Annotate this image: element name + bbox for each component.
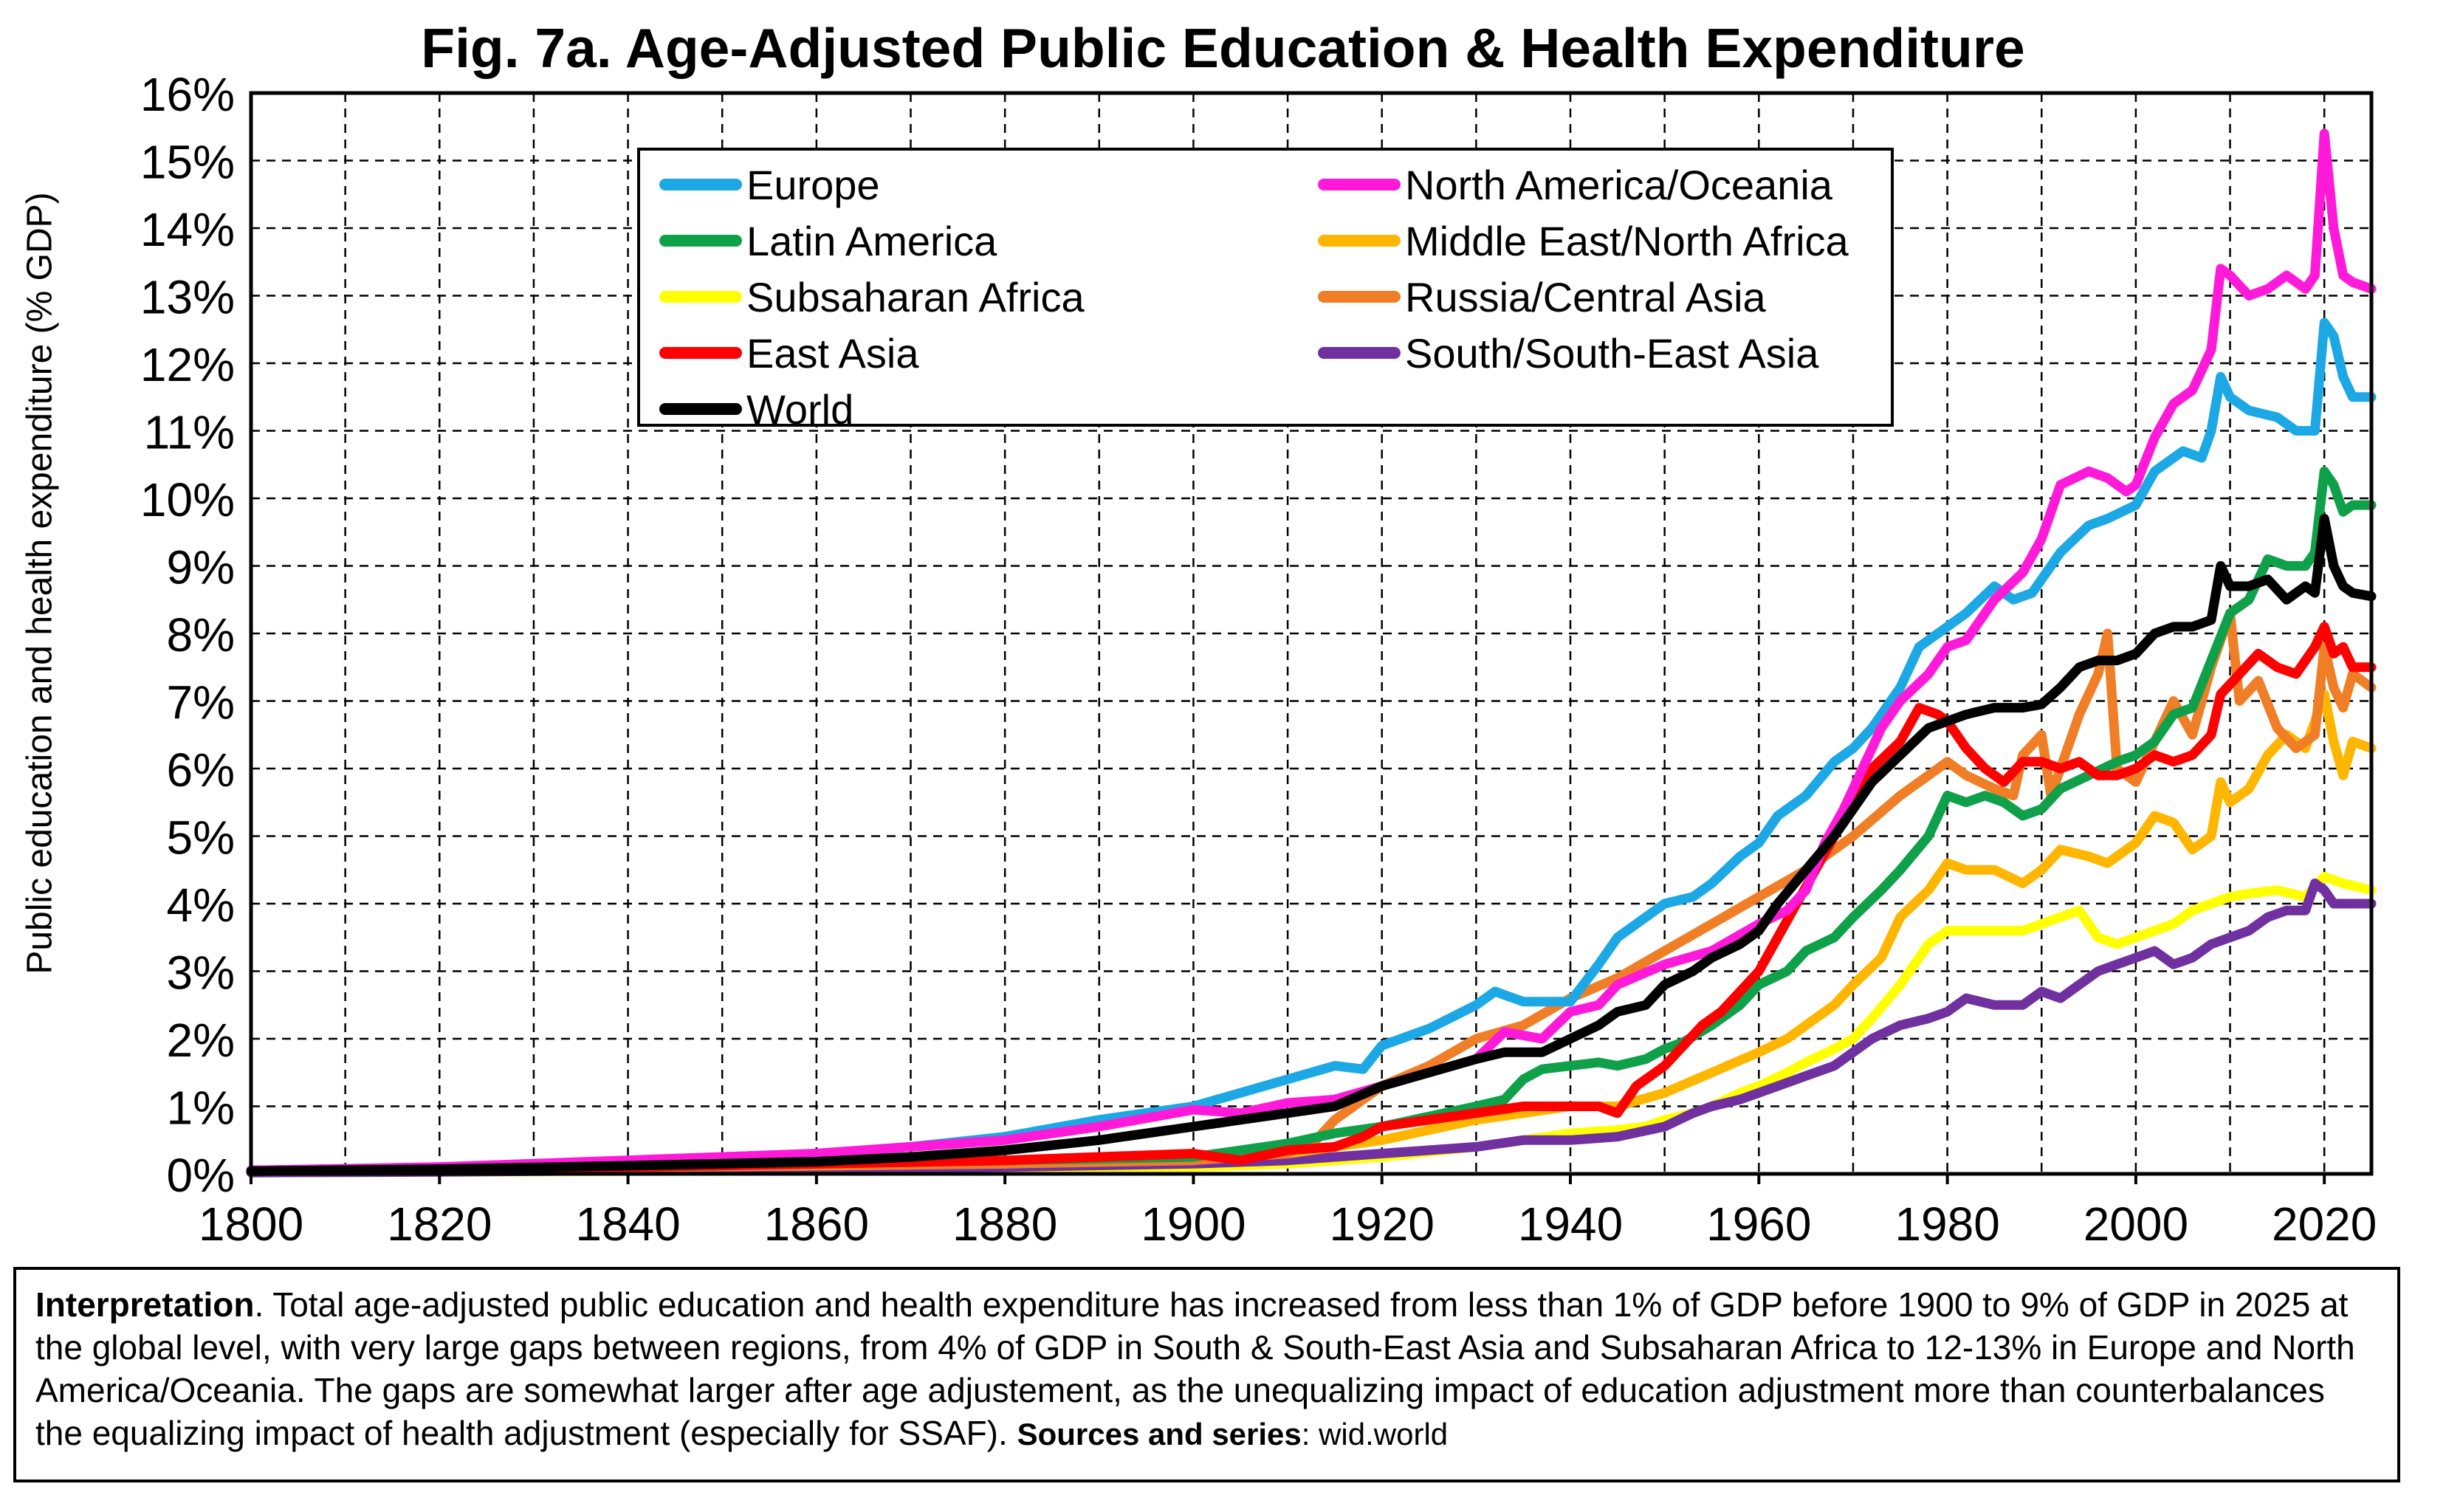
y-tick-label: 1% (167, 1082, 236, 1135)
chart-area: 0% 1% 2% 3% 4% 5% 6% 7% 8% 9% 10% 11% 12% 13% 14% 15% 16… (140, 68, 2377, 1251)
caption-sources-label: Sources and series (1017, 1417, 1302, 1451)
y-tick-label: 15% (140, 136, 235, 189)
y-tick-label: 14% (140, 203, 235, 256)
legend-label: Latin America (746, 217, 997, 264)
legend-item: Middle East/North Africa (1318, 216, 1849, 266)
legend-item: World (659, 384, 853, 434)
legend-label: Russia/Central Asia (1405, 273, 1766, 320)
y-axis-label: Public education and health expenditure … (20, 192, 60, 975)
y-axis: 0% 1% 2% 3% 4% 5% 6% 7% 8% 9% 10% 11% 12% 13% 14% 15% 16… (140, 68, 235, 1202)
series-line-latin-america (246, 466, 2377, 1175)
y-tick-label: 10% (140, 473, 235, 526)
y-tick-label: 11% (144, 406, 235, 459)
y-tick-label: 5% (167, 811, 236, 865)
legend-swatch (1318, 235, 1401, 247)
series-lines (246, 128, 2377, 1178)
y-tick-label: 4% (167, 879, 236, 932)
y-tick-label: 9% (167, 541, 236, 594)
x-tick-label: 1900 (1141, 1197, 1246, 1251)
legend-swatch (1318, 179, 1401, 190)
x-tick-label: 1920 (1330, 1197, 1435, 1251)
legend-swatch (659, 347, 742, 359)
legend-label: Middle East/North Africa (1405, 217, 1849, 264)
legend-item: East Asia (659, 328, 918, 378)
legend-label: World (746, 385, 854, 433)
legend-label: East Asia (746, 329, 919, 377)
legend-item: Subsaharan Africa (659, 272, 1085, 322)
y-tick-label: 3% (167, 946, 236, 1000)
legend-swatch (659, 403, 742, 415)
y-tick-label: 6% (167, 743, 236, 797)
legend-item: Europe (659, 159, 880, 210)
grid (251, 93, 2371, 1174)
interpretation-caption: Interpretation. Total age-adjusted publi… (13, 1267, 2400, 1482)
x-tick-label: 2020 (2272, 1197, 2377, 1251)
legend-item: North America/Oceania (1318, 159, 1832, 210)
legend-item: South/South-East Asia (1318, 328, 1818, 378)
series-line-subsaharan-africa (246, 871, 2377, 1178)
legend-item: Latin America (659, 216, 997, 266)
y-tick-label: 2% (167, 1014, 236, 1067)
y-tick-label: 7% (167, 676, 236, 729)
x-tick-label: 1880 (952, 1197, 1057, 1251)
y-tick-label: 12% (140, 338, 235, 391)
series-line-russia-central-asia (246, 608, 2377, 1175)
y-tick-label: 13% (140, 271, 235, 324)
series-line-europe (246, 317, 2377, 1175)
x-tick-label: 1820 (387, 1197, 492, 1251)
legend-swatch (659, 179, 742, 190)
x-axis: 1800 1820 1840 1860 1880 1900 1920 1940 1960 1980… (199, 1174, 2377, 1251)
caption-lead: Interpretation (35, 1285, 255, 1324)
x-tick-label: 1860 (764, 1197, 869, 1251)
series-line-south-south-east-asia (246, 879, 2377, 1178)
x-tick-label: 1800 (199, 1197, 303, 1251)
legend-item: Russia/Central Asia (1318, 272, 1766, 322)
series-line-middle-east-north-africa (246, 689, 2377, 1175)
caption-sources-text: : wid.world (1301, 1417, 1449, 1451)
legend-label: Subsaharan Africa (746, 273, 1085, 320)
chart-title: Fig. 7a. Age-Adjusted Public Education &… (421, 17, 2025, 79)
series-line-north-america-oceania (246, 128, 2377, 1175)
y-tick-label: 0% (167, 1149, 236, 1202)
x-tick-label: 1940 (1518, 1197, 1623, 1251)
x-tick-label: 2000 (2083, 1197, 2188, 1251)
x-tick-label: 1980 (1894, 1197, 1999, 1251)
legend: Europe North America/Oceania Latin America… (637, 148, 1894, 433)
legend-swatch (659, 235, 742, 247)
y-tick-label: 16% (140, 68, 235, 121)
legend-swatch (1318, 291, 1401, 303)
legend-swatch (1318, 347, 1401, 359)
legend-label: South/South-East Asia (1405, 329, 1819, 377)
legend-label: North America/Oceania (1405, 161, 1832, 208)
x-tick-label: 1840 (575, 1197, 680, 1251)
legend-swatch (659, 291, 742, 303)
x-tick-label: 1960 (1706, 1197, 1811, 1251)
series-line-east-asia (246, 622, 2377, 1175)
series-line-world (246, 514, 2377, 1176)
plot-frame (249, 91, 2374, 1176)
legend-label: Europe (746, 161, 880, 208)
y-tick-label: 8% (167, 608, 236, 662)
caption-text: . Total age-adjusted public education an… (35, 1285, 2355, 1452)
